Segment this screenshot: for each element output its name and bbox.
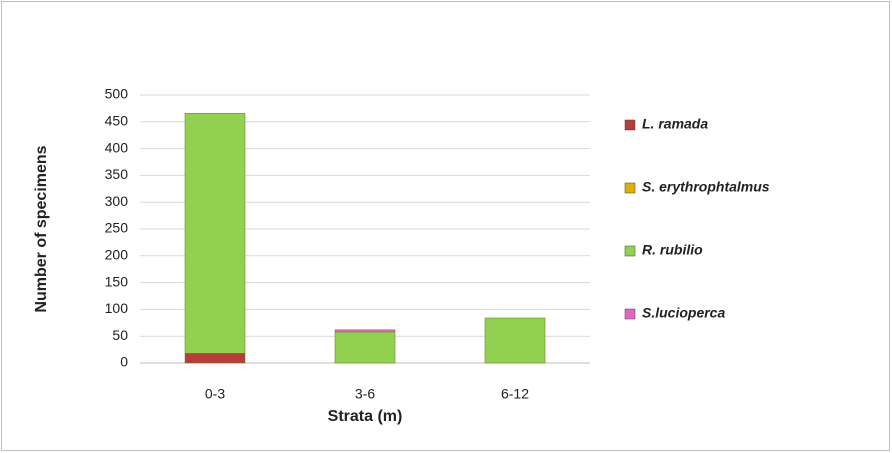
legend-swatch xyxy=(624,245,636,257)
bar-segment xyxy=(184,353,246,364)
x-axis-title: Strata (m) xyxy=(328,408,403,425)
y-tick-label: 400 xyxy=(105,139,129,155)
y-tick-label: 50 xyxy=(112,327,128,343)
bar-segment xyxy=(184,112,246,354)
legend-swatch xyxy=(624,308,636,320)
y-tick-label: 500 xyxy=(105,86,129,102)
y-tick-label: 100 xyxy=(105,300,129,316)
legend-text: R. rubilio xyxy=(642,242,703,258)
y-tick-label: 0 xyxy=(120,354,128,370)
y-tick-label: 300 xyxy=(105,193,129,209)
x-tick-label: 3-6 xyxy=(355,386,375,402)
y-tick-label: 150 xyxy=(105,273,129,289)
x-tick-label: 6-12 xyxy=(501,386,529,402)
bar-segment xyxy=(484,317,546,364)
bar-segment xyxy=(334,331,396,364)
y-tick-label: 250 xyxy=(105,220,129,236)
x-tick-label: 0-3 xyxy=(205,386,225,402)
legend-text: S.lucioperca xyxy=(642,305,725,321)
bar-segment xyxy=(334,329,396,333)
legend-text: S. erythrophtalmus xyxy=(642,179,770,195)
legend-swatch xyxy=(624,182,636,194)
y-tick-label: 450 xyxy=(105,113,129,129)
y-axis-title: Number of specimens xyxy=(33,145,50,312)
y-tick-label: 350 xyxy=(105,166,129,182)
legend-swatch xyxy=(624,119,636,131)
legend-text: L. ramada xyxy=(642,116,708,132)
y-tick-label: 200 xyxy=(105,247,129,263)
